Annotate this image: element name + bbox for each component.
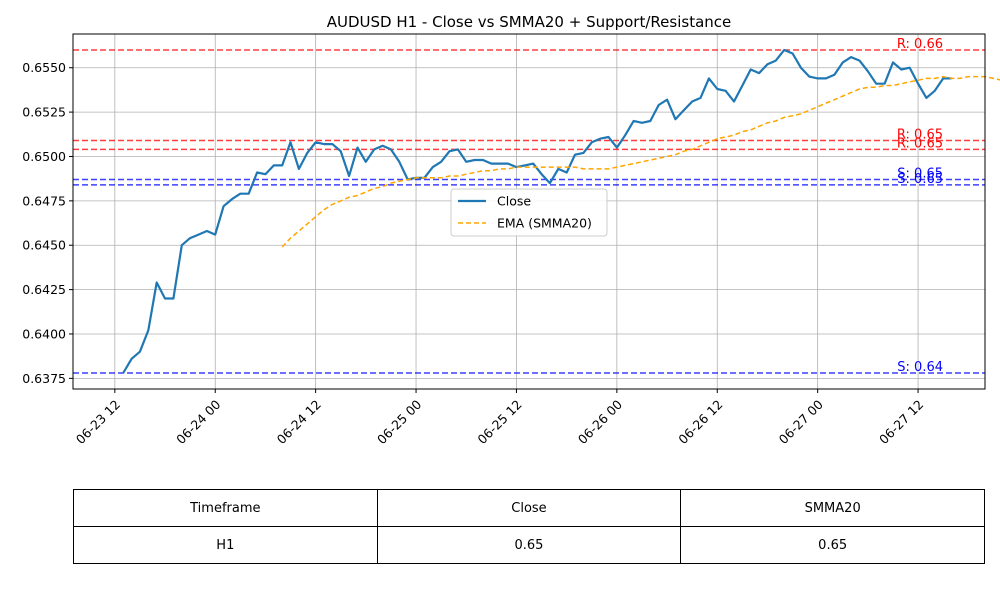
y-tick-label: 0.6500 <box>22 149 66 164</box>
sr-labels: R: 0.66 R: 0.65R: 0.65 S: 0.65S: 0.65 S: 0.… <box>897 37 943 375</box>
legend-entry: EMA (SMMA20) <box>497 216 592 231</box>
chart: AUDUSD H1 - Close vs SMMA20 + Support/Re… <box>22 13 1000 447</box>
resistance-label: R: 0.65 <box>897 128 943 143</box>
x-axis-ticks: 06-23 12 06-24 00 06-24 12 06-25 00 06-25 12… <box>73 389 926 447</box>
support-label: S: 0.65 <box>897 167 943 182</box>
resistance-label: R: 0.66 <box>897 37 943 52</box>
y-tick-label: 0.6425 <box>22 282 66 297</box>
table-cell: H1 <box>73 526 378 564</box>
table-header-row: Timeframe Close SMMA20 <box>73 489 985 527</box>
y-tick-label: 0.6375 <box>22 371 66 386</box>
table-cell: 0.65 <box>680 526 985 564</box>
legend: Close EMA (SMMA20) <box>450 188 608 237</box>
summary-table: Timeframe Close SMMA20 H1 0.65 0.65 <box>73 489 985 564</box>
table-header-cell: Close <box>376 489 682 527</box>
x-tick-label: 06-24 12 <box>274 397 324 447</box>
table-header-cell: Timeframe <box>73 489 378 527</box>
legend-box <box>450 188 608 237</box>
x-tick-label: 06-24 00 <box>173 397 223 447</box>
legend-entry: Close <box>497 194 531 209</box>
y-tick-label: 0.6475 <box>22 193 66 208</box>
y-tick-label: 0.6550 <box>22 60 66 75</box>
table-row: H1 0.65 0.65 <box>73 526 985 564</box>
series-lines <box>122 48 1000 374</box>
x-tick-label: 06-25 12 <box>474 397 524 447</box>
support-resistance-lines <box>73 49 985 374</box>
y-tick-label: 0.6525 <box>22 105 66 120</box>
smma-series-line <box>281 75 1000 248</box>
x-tick-label: 06-27 00 <box>776 397 826 447</box>
close-series-line <box>122 48 952 374</box>
support-label: S: 0.64 <box>897 360 943 375</box>
x-tick-label: 06-23 12 <box>73 397 123 447</box>
x-tick-label: 06-27 12 <box>876 397 926 447</box>
y-tick-label: 0.6400 <box>22 326 66 341</box>
y-tick-label: 0.6450 <box>22 238 66 253</box>
table-cell: 0.65 <box>376 526 682 564</box>
x-tick-label: 06-25 00 <box>374 397 424 447</box>
resistance-label: R: 0.65 <box>897 136 943 151</box>
table-header-cell: SMMA20 <box>680 489 985 527</box>
y-axis-ticks: 0.6375 0.6400 0.6425 0.6450 0.6475 0.6500 0.65… <box>22 60 73 386</box>
chart-title: AUDUSD H1 - Close vs SMMA20 + Support/Re… <box>327 13 732 31</box>
x-tick-label: 06-26 00 <box>575 397 625 447</box>
support-label: S: 0.65 <box>897 172 943 187</box>
plot-frame <box>72 33 986 390</box>
x-tick-label: 06-26 12 <box>675 397 725 447</box>
